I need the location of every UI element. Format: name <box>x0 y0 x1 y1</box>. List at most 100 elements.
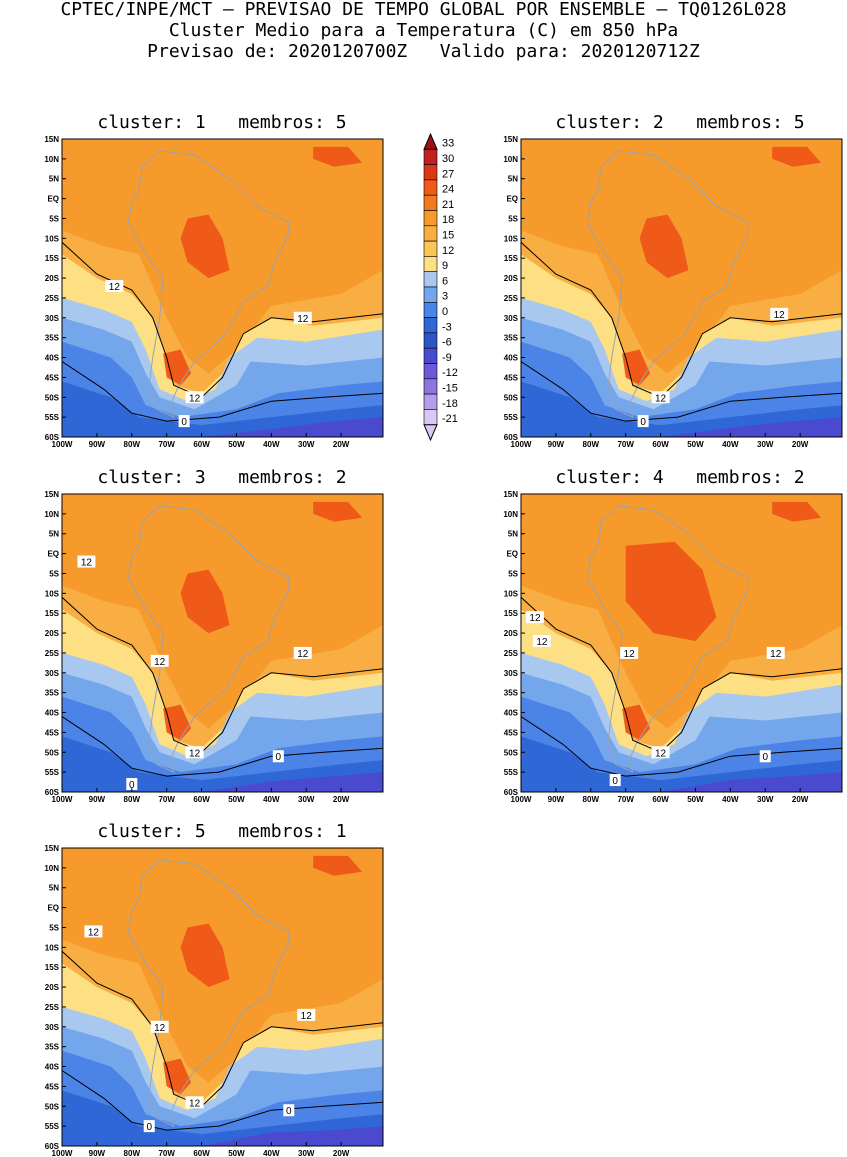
lon-tick-label: 100W <box>52 795 73 804</box>
contour-label: 12 <box>297 649 309 660</box>
lat-tick-label: 50S <box>504 748 519 757</box>
lon-tick-label: 100W <box>52 440 73 449</box>
colorbar-swatch <box>423 378 438 395</box>
colorbar-label: 21 <box>442 199 454 211</box>
contour-label-bg <box>84 925 103 938</box>
map-panel-4: 12 12 12 12 12 0 0 15N 10N 5N EQ 5S 10S 15S 20S 25S 30S 3… <box>503 490 843 804</box>
lat-tick-label: 55S <box>45 413 60 422</box>
lat-tick-label: 10N <box>503 510 518 519</box>
colorbar-label: 9 <box>442 260 448 272</box>
lat-tick-label: 55S <box>45 768 60 777</box>
lat-tick-label: 35S <box>45 689 60 698</box>
lat-tick-label: 30S <box>45 669 60 678</box>
lon-tick-label: 60W <box>193 440 210 449</box>
lon-tick-label: 90W <box>89 795 106 804</box>
colorbar-label: -6 <box>442 337 452 349</box>
colorbar-label: 6 <box>442 275 448 287</box>
temperature-band <box>180 923 230 988</box>
temperature-band <box>521 381 842 437</box>
lat-tick-label: 40S <box>45 354 60 363</box>
lat-tick-label: 15N <box>44 490 59 499</box>
lon-tick-label: 100W <box>511 440 532 449</box>
lon-tick-label: 20W <box>792 440 809 449</box>
lat-tick-label: 15S <box>45 609 60 618</box>
lat-tick-label: 30S <box>45 1023 60 1032</box>
lat-tick-label: 40S <box>45 709 60 718</box>
contour-label: 12 <box>624 649 636 660</box>
contour-label: 12 <box>301 1011 313 1022</box>
colorbar-label: -9 <box>442 352 452 364</box>
lat-tick-label: 35S <box>504 689 519 698</box>
contour-label-bg <box>150 654 169 667</box>
temperature-band <box>180 569 230 634</box>
lat-tick-label: 10N <box>44 864 59 873</box>
lon-tick-label: 30W <box>298 1149 315 1157</box>
contour-label-bg <box>283 1104 295 1117</box>
colorbar-label: 3 <box>442 291 448 303</box>
lon-tick-label: 30W <box>298 440 315 449</box>
temperature-band <box>180 214 230 279</box>
contour-0 <box>521 361 842 422</box>
colorbar-swatch <box>423 409 438 425</box>
lat-tick-label: 10S <box>45 943 60 952</box>
lat-tick-label: 40S <box>45 1063 60 1072</box>
contour-label-bg <box>651 391 670 404</box>
header-line-2: Cluster Medio para a Temperatura (C) em … <box>168 20 679 41</box>
contour-label: 12 <box>189 748 201 759</box>
lat-tick-label: 20S <box>45 983 60 992</box>
contour-12 <box>521 596 842 753</box>
lat-tick-label: 5N <box>49 884 59 893</box>
lat-tick-label: 5S <box>49 214 59 223</box>
colorbar-swatch <box>423 347 438 364</box>
lat-tick-label: 5N <box>49 175 59 184</box>
lon-tick-label: 40W <box>722 795 739 804</box>
lon-tick-label: 50W <box>228 440 245 449</box>
lat-tick-label: 60S <box>45 788 60 797</box>
lat-tick-label: 45S <box>504 728 519 737</box>
lat-tick-label: 25S <box>45 1003 60 1012</box>
contour-label: 12 <box>529 613 541 624</box>
coastline <box>586 505 749 774</box>
contour-label-bg <box>297 1008 316 1021</box>
lon-tick-label: 100W <box>52 1149 73 1157</box>
colorbar-top-arrow <box>423 132 438 150</box>
lat-tick-label: 5S <box>508 214 518 223</box>
lat-tick-label: 45S <box>504 373 519 382</box>
lon-tick-label: 50W <box>228 795 245 804</box>
temperature-band <box>201 772 383 792</box>
contour-label: 12 <box>536 637 548 648</box>
colorbar-label: -21 <box>442 413 458 425</box>
contour-12 <box>521 241 842 398</box>
lat-tick-label: 15S <box>45 254 60 263</box>
lat-tick-label: 60S <box>504 433 519 442</box>
colorbar-label: 24 <box>442 184 454 196</box>
lat-tick-label: 50S <box>504 393 519 402</box>
contour-0 <box>62 716 383 777</box>
colorbar-swatch <box>423 179 438 196</box>
lat-tick-label: 45S <box>45 1082 60 1091</box>
lon-tick-label: 70W <box>158 1149 175 1157</box>
lat-tick-label: 10S <box>504 589 519 598</box>
contour-label-bg <box>651 746 670 759</box>
colorbar-swatch <box>423 271 438 288</box>
lon-tick-label: 40W <box>263 795 280 804</box>
contour-label-bg <box>293 311 312 324</box>
lat-tick-label: 5S <box>508 569 518 578</box>
warm-core <box>625 541 717 641</box>
lat-tick-label: 30S <box>45 314 60 323</box>
contour-label: 12 <box>655 748 667 759</box>
lon-tick-label: 70W <box>158 795 175 804</box>
coastline <box>127 505 290 774</box>
panel-title-1: cluster: 1 membros: 5 <box>97 112 347 133</box>
lon-tick-label: 30W <box>757 795 774 804</box>
contour-label: 0 <box>181 417 187 428</box>
lon-tick-label: 60W <box>652 440 669 449</box>
lat-tick-label: 20S <box>45 274 60 283</box>
contour-label-bg <box>185 391 204 404</box>
lat-tick-label: 10S <box>45 589 60 598</box>
colorbar-label: 33 <box>442 138 454 150</box>
contour-label: 12 <box>189 393 201 404</box>
lon-tick-label: 100W <box>511 795 532 804</box>
lat-tick-label: 15N <box>44 844 59 853</box>
